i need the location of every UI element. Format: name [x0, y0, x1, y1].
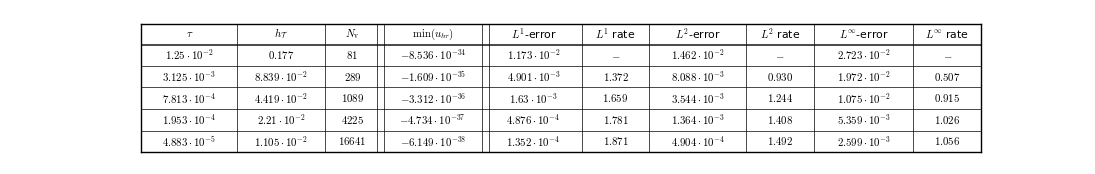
- Text: $1089$: $1089$: [341, 92, 365, 104]
- Text: $N_{\mathrm{v}}$: $N_{\mathrm{v}}$: [345, 27, 360, 41]
- Text: $\tau$: $\tau$: [185, 29, 193, 39]
- Text: $-3.312 \cdot 10^{-36}$: $-3.312 \cdot 10^{-36}$: [400, 91, 466, 105]
- Text: $1.372$: $1.372$: [602, 71, 629, 83]
- Text: $2.599 \cdot 10^{-3}$: $2.599 \cdot 10^{-3}$: [837, 134, 890, 149]
- Text: $L^1$ rate: $L^1$ rate: [596, 27, 636, 41]
- Text: $-8.536 \cdot 10^{-34}$: $-8.536 \cdot 10^{-34}$: [400, 48, 466, 62]
- Text: $1.659$: $1.659$: [602, 92, 629, 104]
- Text: $1.026$: $1.026$: [934, 114, 960, 126]
- Text: $-$: $-$: [943, 50, 953, 60]
- Text: $4.419 \cdot 10^{-2}$: $4.419 \cdot 10^{-2}$: [254, 91, 308, 105]
- Text: $1.871$: $1.871$: [602, 135, 629, 147]
- Text: $1.244$: $1.244$: [766, 92, 793, 104]
- Text: $-1.609 \cdot 10^{-35}$: $-1.609 \cdot 10^{-35}$: [400, 69, 465, 84]
- Text: $1.462 \cdot 10^{-2}$: $1.462 \cdot 10^{-2}$: [670, 48, 725, 62]
- Text: $289$: $289$: [344, 71, 361, 83]
- Text: $0.177$: $0.177$: [268, 49, 295, 61]
- Text: $L^2$-error: $L^2$-error: [675, 27, 721, 41]
- Text: $-$: $-$: [775, 50, 784, 60]
- Text: $-6.149 \cdot 10^{-38}$: $-6.149 \cdot 10^{-38}$: [400, 134, 466, 149]
- Text: $1.075 \cdot 10^{-2}$: $1.075 \cdot 10^{-2}$: [837, 91, 890, 105]
- Text: $-4.734 \cdot 10^{-37}$: $-4.734 \cdot 10^{-37}$: [400, 113, 466, 127]
- Text: $1.173 \cdot 10^{-2}$: $1.173 \cdot 10^{-2}$: [507, 48, 561, 62]
- Text: $L^{\infty}$ rate: $L^{\infty}$ rate: [925, 28, 969, 40]
- Text: $h_{\mathcal{T}}$: $h_{\mathcal{T}}$: [274, 27, 288, 41]
- Text: $L^{\infty}$-error: $L^{\infty}$-error: [839, 28, 888, 40]
- Text: $2.21 \cdot 10^{-2}$: $2.21 \cdot 10^{-2}$: [257, 113, 306, 127]
- Text: $4.883 \cdot 10^{-5}$: $4.883 \cdot 10^{-5}$: [162, 134, 217, 149]
- Text: $4225$: $4225$: [341, 114, 364, 126]
- Text: $4.901 \cdot 10^{-3}$: $4.901 \cdot 10^{-3}$: [507, 69, 561, 84]
- Text: $1.63 \cdot 10^{-3}$: $1.63 \cdot 10^{-3}$: [509, 91, 557, 105]
- Text: $1.492$: $1.492$: [766, 135, 793, 147]
- Text: $1.972 \cdot 10^{-2}$: $1.972 \cdot 10^{-2}$: [837, 69, 890, 84]
- Text: $8.839 \cdot 10^{-2}$: $8.839 \cdot 10^{-2}$: [254, 69, 308, 84]
- Text: $1.352 \cdot 10^{-4}$: $1.352 \cdot 10^{-4}$: [506, 134, 561, 149]
- Text: $4.904 \cdot 10^{-4}$: $4.904 \cdot 10^{-4}$: [670, 134, 725, 149]
- Text: $1.056$: $1.056$: [934, 135, 960, 147]
- Text: $3.125 \cdot 10^{-3}$: $3.125 \cdot 10^{-3}$: [162, 69, 217, 84]
- Text: $0.507$: $0.507$: [934, 71, 960, 83]
- Text: $1.408$: $1.408$: [766, 114, 793, 126]
- Text: $L^2$ rate: $L^2$ rate: [760, 27, 799, 41]
- Text: $0.930$: $0.930$: [766, 71, 793, 83]
- Text: $8.088 \cdot 10^{-3}$: $8.088 \cdot 10^{-3}$: [670, 69, 725, 84]
- Text: $7.813 \cdot 10^{-4}$: $7.813 \cdot 10^{-4}$: [162, 91, 217, 105]
- Text: $16641$: $16641$: [338, 135, 367, 147]
- Text: $1.953 \cdot 10^{-4}$: $1.953 \cdot 10^{-4}$: [162, 113, 217, 127]
- Text: $1.364 \cdot 10^{-3}$: $1.364 \cdot 10^{-3}$: [670, 113, 725, 127]
- Text: $5.359 \cdot 10^{-3}$: $5.359 \cdot 10^{-3}$: [837, 113, 890, 127]
- Text: $L^1$-error: $L^1$-error: [510, 27, 556, 41]
- Text: $-$: $-$: [611, 50, 621, 60]
- Text: $81$: $81$: [346, 49, 358, 61]
- Text: $1.781$: $1.781$: [602, 114, 629, 126]
- Text: $\min(u_{h\tau})$: $\min(u_{h\tau})$: [412, 26, 453, 42]
- Text: $1.25 \cdot 10^{-2}$: $1.25 \cdot 10^{-2}$: [165, 48, 214, 62]
- Text: $1.105 \cdot 10^{-2}$: $1.105 \cdot 10^{-2}$: [254, 134, 308, 149]
- Text: $0.915$: $0.915$: [934, 92, 960, 104]
- Text: $2.723 \cdot 10^{-2}$: $2.723 \cdot 10^{-2}$: [837, 48, 890, 62]
- Text: $4.876 \cdot 10^{-4}$: $4.876 \cdot 10^{-4}$: [506, 113, 561, 127]
- Text: $3.544 \cdot 10^{-3}$: $3.544 \cdot 10^{-3}$: [670, 91, 725, 105]
